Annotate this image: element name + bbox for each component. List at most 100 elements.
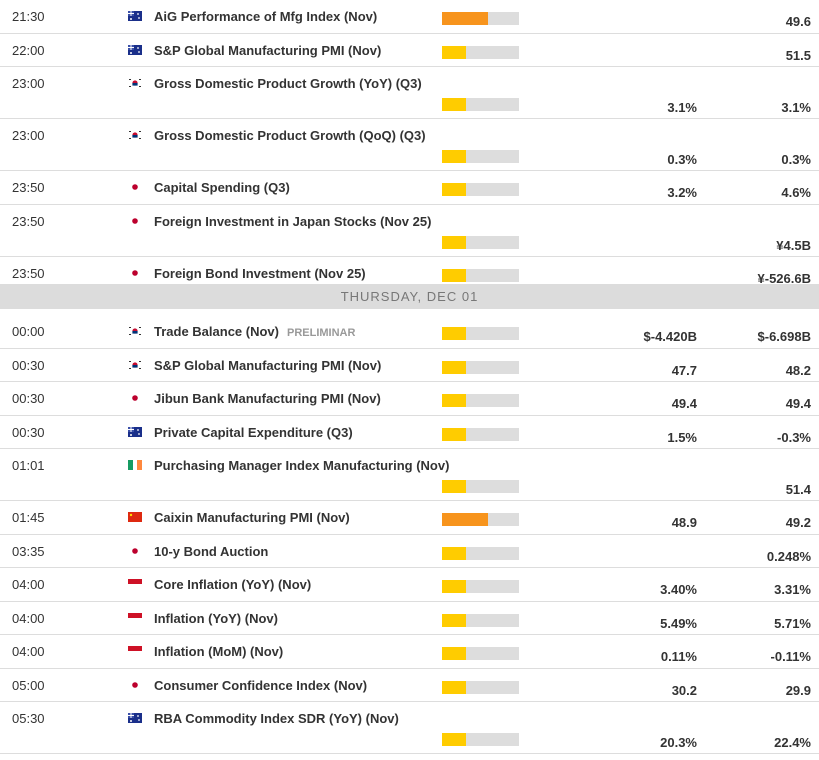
impact-level bbox=[442, 268, 466, 282]
event-time: 04:00 bbox=[12, 577, 45, 592]
previous-value: 0.3% bbox=[781, 152, 811, 167]
impact-bar bbox=[442, 98, 519, 111]
country-flag bbox=[128, 646, 142, 656]
country-flag bbox=[128, 359, 142, 370]
impact-bar bbox=[442, 733, 519, 746]
country-flag bbox=[128, 130, 142, 140]
event-name: RBA Commodity Index SDR (YoY) (Nov) bbox=[154, 711, 399, 726]
event-time: 23:50 bbox=[12, 265, 45, 281]
event-name: Inflation (MoM) (Nov) bbox=[154, 644, 284, 659]
event-time: 00:00 bbox=[12, 324, 45, 339]
event-time: 05:30 bbox=[12, 711, 45, 726]
impact-bar bbox=[442, 680, 519, 694]
impact-bar bbox=[442, 327, 519, 340]
event-row: 00:30 Private Capital Expenditure (Q3) 1.5… bbox=[0, 416, 819, 449]
event-name: Core Inflation (YoY) (Nov) bbox=[154, 577, 312, 592]
forecast-value: 0.11% bbox=[660, 649, 697, 664]
impact-level bbox=[442, 427, 466, 441]
event-name: Foreign Bond Investment (Nov 25) bbox=[154, 265, 366, 281]
event-time: 00:30 bbox=[12, 391, 45, 406]
forecast-value: 47.7 bbox=[671, 362, 697, 378]
event-name: AiG Performance of Mfg Index (Nov) bbox=[154, 9, 378, 24]
event-tag: PRELIMINAR bbox=[287, 327, 356, 339]
impact-bar bbox=[442, 360, 519, 374]
impact-bar bbox=[442, 513, 519, 526]
impact-level bbox=[442, 150, 466, 163]
event-time: 00:30 bbox=[12, 357, 45, 373]
event-time: 01:45 bbox=[12, 510, 45, 525]
previous-value: 4.6% bbox=[781, 185, 811, 200]
impact-level bbox=[442, 613, 466, 627]
country-flag bbox=[128, 393, 142, 403]
event-name: S&P Global Manufacturing PMI (Nov) bbox=[154, 357, 382, 373]
previous-value: 3.1% bbox=[781, 100, 811, 115]
event-name: Gross Domestic Product Growth (YoY) (Q3) bbox=[154, 76, 422, 91]
event-name: Caixin Manufacturing PMI (Nov) bbox=[154, 510, 350, 525]
impact-level bbox=[442, 98, 466, 111]
event-time: 22:00 bbox=[12, 42, 45, 58]
event-row: 03:35 10-y Bond Auction 0.248% bbox=[0, 535, 819, 568]
event-row: 21:30 AiG Performance of Mfg Index (Nov) 4… bbox=[0, 0, 819, 34]
previous-value: ¥-526.6B bbox=[757, 270, 811, 286]
previous-value: 22.4% bbox=[774, 735, 811, 750]
event-name: Gross Domestic Product Growth (QoQ) (Q3) bbox=[154, 128, 426, 143]
country-flag bbox=[128, 612, 142, 623]
forecast-value: 20.3% bbox=[660, 735, 697, 750]
forecast-value: 48.9 bbox=[671, 515, 697, 530]
previous-value: 48.2 bbox=[785, 362, 811, 378]
event-row: 23:50 Capital Spending (Q3) 3.2% 4.6% bbox=[0, 171, 819, 205]
previous-value: 49.6 bbox=[785, 14, 811, 29]
country-flag bbox=[128, 460, 142, 470]
impact-bar bbox=[442, 268, 519, 282]
event-time: 23:00 bbox=[12, 128, 45, 143]
event-name: S&P Global Manufacturing PMI (Nov) bbox=[154, 42, 382, 58]
forecast-value: 30.2 bbox=[671, 682, 697, 698]
event-row: 04:00 Inflation (MoM) (Nov) 0.11% -0.11% bbox=[0, 635, 819, 669]
impact-bar bbox=[442, 12, 519, 25]
event-row: 01:45 Caixin Manufacturing PMI (Nov) 48.9 4… bbox=[0, 501, 819, 535]
previous-value: 51.4 bbox=[785, 482, 811, 497]
forecast-value: 3.1% bbox=[667, 100, 697, 115]
country-flag bbox=[128, 426, 142, 437]
event-name: Trade Balance (Nov) PRELIMINAR bbox=[154, 324, 356, 339]
event-name: Capital Spending (Q3) bbox=[154, 180, 290, 195]
impact-level bbox=[442, 480, 466, 493]
country-flag bbox=[128, 545, 142, 556]
event-row: 05:00 Consumer Confidence Index (Nov) 30.2… bbox=[0, 669, 819, 702]
country-flag bbox=[128, 44, 142, 55]
event-name: Private Capital Expenditure (Q3) bbox=[154, 424, 353, 440]
forecast-value: 0.3% bbox=[667, 152, 697, 167]
event-time: 23:00 bbox=[12, 76, 45, 91]
impact-level bbox=[442, 647, 466, 660]
event-row: 23:50 Foreign Bond Investment (Nov 25) ¥-5… bbox=[0, 257, 819, 290]
event-name: Purchasing Manager Index Manufacturing (… bbox=[154, 458, 450, 473]
event-row: 23:50 Foreign Investment in Japan Stocks … bbox=[0, 205, 819, 257]
country-flag bbox=[128, 512, 142, 522]
country-flag bbox=[128, 11, 142, 21]
day-header: THURSDAY, DEC 01 bbox=[0, 284, 819, 309]
impact-level bbox=[442, 12, 488, 25]
forecast-value: 3.2% bbox=[667, 185, 697, 200]
impact-level bbox=[442, 580, 466, 593]
event-time: 05:00 bbox=[12, 677, 45, 693]
impact-level bbox=[442, 733, 466, 746]
event-time: 23:50 bbox=[12, 180, 45, 195]
impact-bar bbox=[442, 613, 519, 627]
previous-value: 0.248% bbox=[766, 548, 811, 564]
impact-bar bbox=[442, 394, 519, 407]
previous-value: -0.3% bbox=[777, 429, 811, 445]
event-time: 01:01 bbox=[12, 458, 45, 473]
impact-level bbox=[442, 546, 466, 560]
impact-level bbox=[442, 680, 466, 694]
event-row: 22:00 S&P Global Manufacturing PMI (Nov) 5… bbox=[0, 34, 819, 67]
event-row: 04:00 Inflation (YoY) (Nov) 5.49% 5.71% bbox=[0, 602, 819, 635]
previous-value: 3.31% bbox=[774, 582, 811, 597]
country-flag bbox=[128, 182, 142, 192]
event-time: 00:30 bbox=[12, 424, 45, 440]
country-flag bbox=[128, 713, 142, 723]
forecast-value: 3.40% bbox=[660, 582, 697, 597]
impact-level bbox=[442, 183, 466, 196]
impact-bar bbox=[442, 183, 519, 196]
forecast-value: 1.5% bbox=[667, 429, 697, 445]
previous-value: 49.2 bbox=[785, 515, 811, 530]
